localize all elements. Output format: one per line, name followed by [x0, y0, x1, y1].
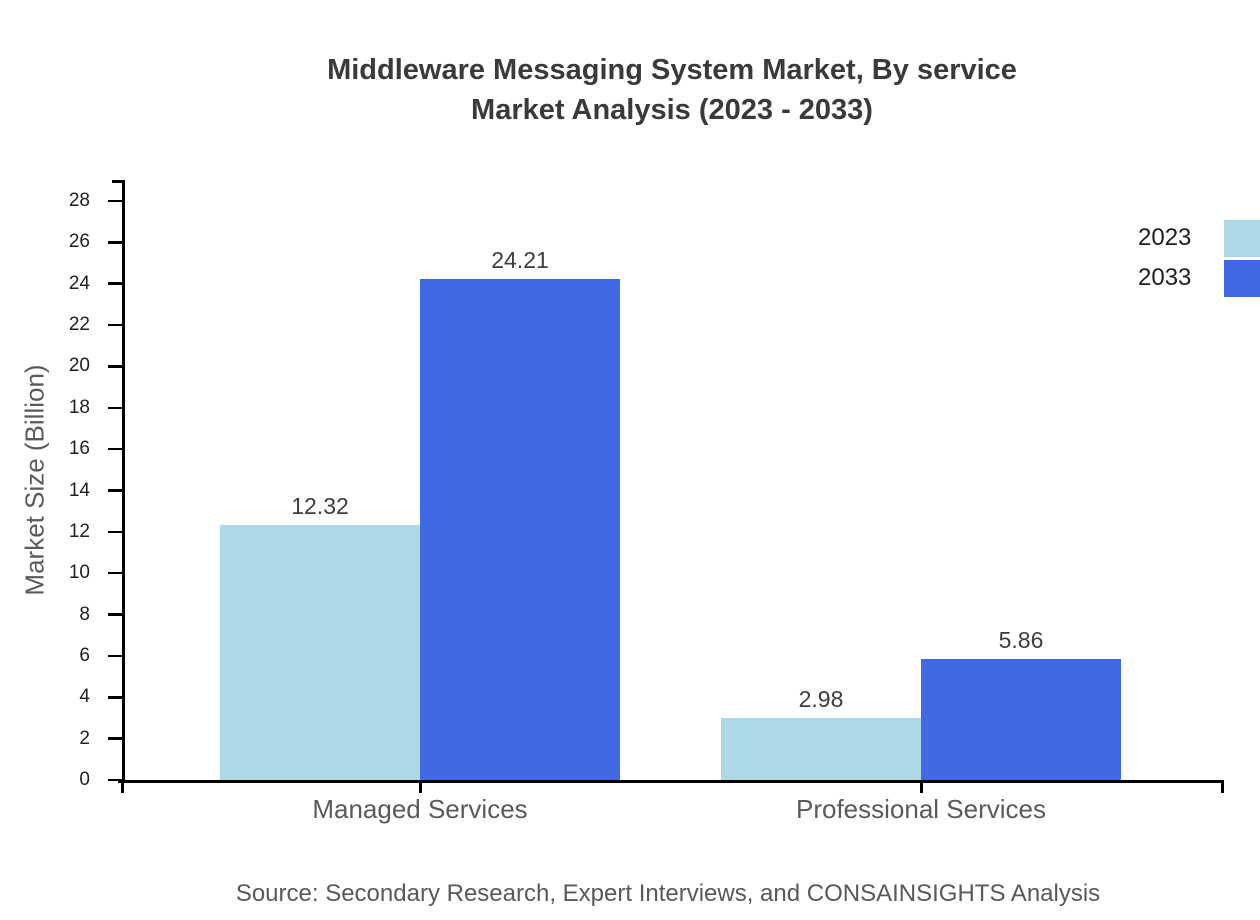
- y-tick-label: 16: [68, 438, 90, 460]
- plot-area: 0 2 4 6 8 10 12 14 16 18 20 22 24 26 28 Managed Service…: [69, 180, 1224, 824]
- y-tick: [108, 654, 122, 658]
- bar-2033-managed-services: [420, 279, 620, 780]
- legend-item-2023: 2023: [1138, 218, 1260, 258]
- bar-2033-professional-services: [921, 658, 1121, 780]
- x-category-label: Managed Services: [312, 794, 528, 824]
- y-axis-end-tick: [112, 180, 122, 183]
- y-tick-label: 20: [68, 355, 90, 377]
- bar-value-label: 12.32: [291, 493, 349, 520]
- y-tick-label: 8: [79, 603, 90, 625]
- y-tick: [108, 489, 122, 492]
- legend-item-2033: 2033: [1138, 258, 1260, 298]
- y-tick: [108, 241, 122, 244]
- x-tick: [120, 780, 124, 793]
- y-tick-label: 26: [68, 231, 90, 253]
- x-category-label: Professional Services: [796, 794, 1046, 824]
- legend: 2023 2033: [1138, 218, 1260, 298]
- source-note: Source: Secondary Research, Expert Inter…: [235, 880, 1101, 907]
- x-tick: [418, 780, 422, 793]
- y-tick-label: 28: [68, 190, 90, 211]
- y-tick: [108, 199, 122, 203]
- y-tick: [108, 778, 122, 782]
- legend-label: 2023: [1138, 224, 1192, 251]
- y-tick-label: 18: [68, 396, 90, 418]
- y-tick: [108, 530, 122, 534]
- y-tick-label: 22: [68, 314, 90, 336]
- bar-value-label: 5.86: [998, 626, 1044, 653]
- x-axis-line: [118, 780, 1222, 783]
- legend-swatch-2033: [1224, 259, 1260, 297]
- y-tick: [108, 282, 122, 285]
- chart-title-line1: Middleware Messaging System Market, By s…: [327, 54, 1017, 86]
- y-tick: [108, 323, 122, 327]
- y-tick: [108, 365, 122, 368]
- y-tick-label: 12: [68, 520, 90, 542]
- x-tick: [1220, 780, 1224, 793]
- y-tick-label: 4: [79, 686, 90, 708]
- y-tick: [108, 447, 122, 451]
- y-tick-label: 6: [79, 644, 90, 666]
- legend-swatch-2023: [1224, 219, 1260, 257]
- legend-label: 2033: [1138, 264, 1192, 291]
- y-tick-label: 14: [68, 479, 90, 501]
- y-tick: [108, 406, 122, 410]
- y-tick-label: 0: [79, 769, 90, 790]
- bar-value-label: 24.21: [491, 247, 549, 274]
- chart-title-line2: Market Analysis (2023 - 2033): [471, 94, 873, 126]
- y-tick: [108, 613, 122, 616]
- y-tick-label: 24: [68, 272, 90, 294]
- bar-2023-professional-services: [721, 718, 921, 780]
- y-tick-label: 10: [68, 562, 90, 584]
- y-tick: [108, 696, 122, 699]
- bar-2023-managed-services: [220, 525, 420, 780]
- y-tick: [108, 571, 122, 575]
- bar-value-label: 2.98: [798, 686, 844, 713]
- chart-title: Middleware Messaging System Market, By s…: [327, 50, 1017, 130]
- y-tick: [108, 737, 122, 740]
- x-tick: [919, 780, 923, 793]
- y-tick-label: 2: [79, 727, 90, 749]
- y-axis-line: [122, 180, 125, 783]
